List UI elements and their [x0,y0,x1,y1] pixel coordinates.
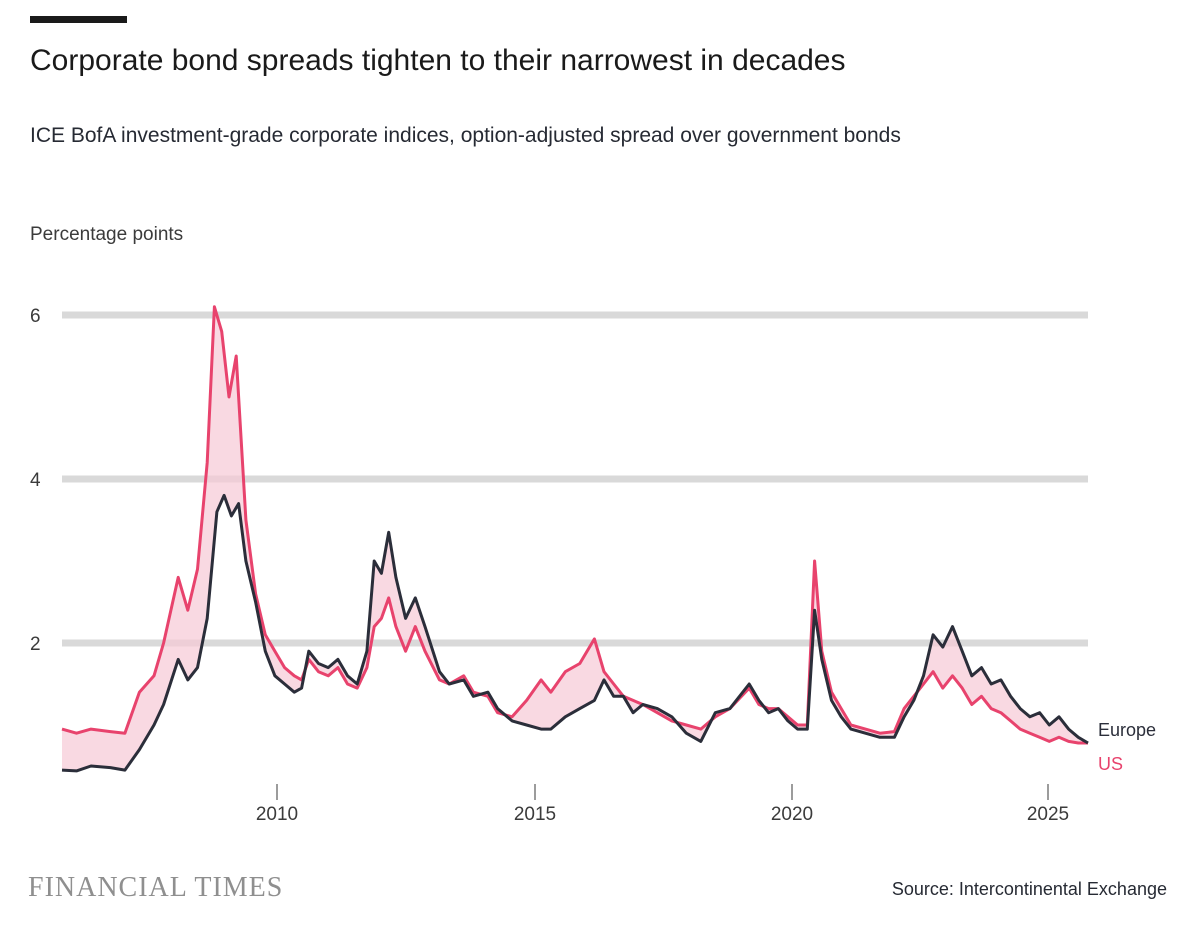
source-note: Source: Intercontinental Exchange [891,879,1167,899]
europe-series-line [61,493,1089,773]
financial-times-logo: FINANCIAL TIMES [28,872,284,903]
y-tick-label: 4 [30,470,41,491]
series-lines [61,305,1089,773]
y-axis-ticks: 2 4 6 [30,306,41,655]
x-tick-label: 2015 [514,804,556,825]
legend-label-us: US [1098,754,1123,774]
chart-subtitle: ICE BofA investment-grade corporate indi… [30,124,901,147]
x-tick-label: 2010 [256,804,298,825]
legend: Europe US [1098,720,1156,774]
spread-gap-area [62,306,1088,771]
x-tick-label: 2025 [1027,804,1069,825]
us-europe-gap-fill [62,306,1088,771]
y-axis-unit-label: Percentage points [30,224,184,245]
chart-title: Corporate bond spreads tighten to their … [30,44,846,77]
x-tick-label: 2020 [771,804,813,825]
brand-top-bar [30,16,127,23]
y-tick-label: 6 [30,306,41,327]
x-axis-ticks: 2010 2015 2020 2025 [256,784,1069,825]
legend-label-europe: Europe [1098,720,1156,740]
us-series-line [61,305,1088,745]
y-tick-label: 2 [30,634,41,655]
